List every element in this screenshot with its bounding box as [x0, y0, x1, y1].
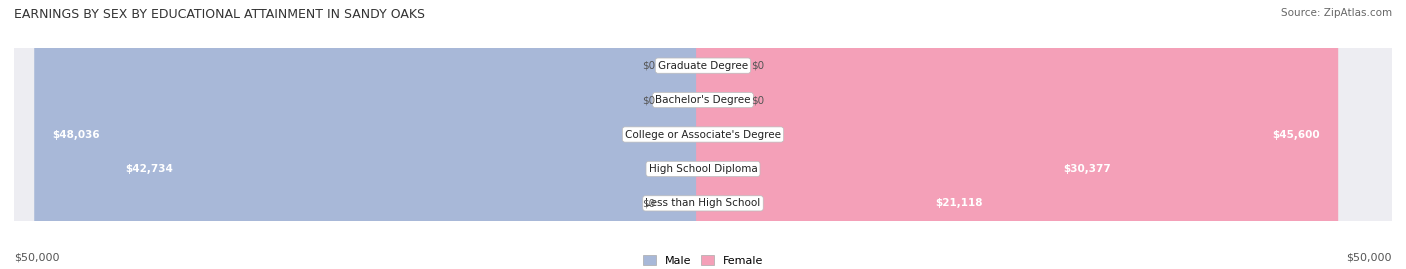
FancyBboxPatch shape — [696, 0, 1129, 269]
Text: $0: $0 — [641, 61, 655, 71]
Text: $45,600: $45,600 — [1272, 129, 1320, 140]
FancyBboxPatch shape — [696, 0, 1001, 269]
Text: $48,036: $48,036 — [52, 129, 100, 140]
FancyBboxPatch shape — [14, 0, 1392, 269]
FancyBboxPatch shape — [34, 0, 710, 269]
FancyBboxPatch shape — [696, 0, 1339, 269]
Text: $0: $0 — [751, 61, 765, 71]
Text: Bachelor's Degree: Bachelor's Degree — [655, 95, 751, 105]
Text: $42,734: $42,734 — [125, 164, 173, 174]
Text: High School Diploma: High School Diploma — [648, 164, 758, 174]
FancyBboxPatch shape — [14, 0, 1392, 269]
Text: $0: $0 — [641, 95, 655, 105]
Text: $30,377: $30,377 — [1063, 164, 1111, 174]
Text: $50,000: $50,000 — [1347, 253, 1392, 263]
Text: $0: $0 — [751, 95, 765, 105]
FancyBboxPatch shape — [107, 0, 710, 269]
Legend: Male, Female: Male, Female — [638, 250, 768, 269]
Text: Graduate Degree: Graduate Degree — [658, 61, 748, 71]
Text: $0: $0 — [641, 198, 655, 208]
Text: $50,000: $50,000 — [14, 253, 59, 263]
Text: $21,118: $21,118 — [935, 198, 983, 208]
FancyBboxPatch shape — [14, 0, 1392, 269]
Text: College or Associate's Degree: College or Associate's Degree — [626, 129, 780, 140]
FancyBboxPatch shape — [14, 0, 1392, 269]
Text: Less than High School: Less than High School — [645, 198, 761, 208]
Text: EARNINGS BY SEX BY EDUCATIONAL ATTAINMENT IN SANDY OAKS: EARNINGS BY SEX BY EDUCATIONAL ATTAINMEN… — [14, 8, 425, 21]
FancyBboxPatch shape — [14, 0, 1392, 269]
Text: Source: ZipAtlas.com: Source: ZipAtlas.com — [1281, 8, 1392, 18]
